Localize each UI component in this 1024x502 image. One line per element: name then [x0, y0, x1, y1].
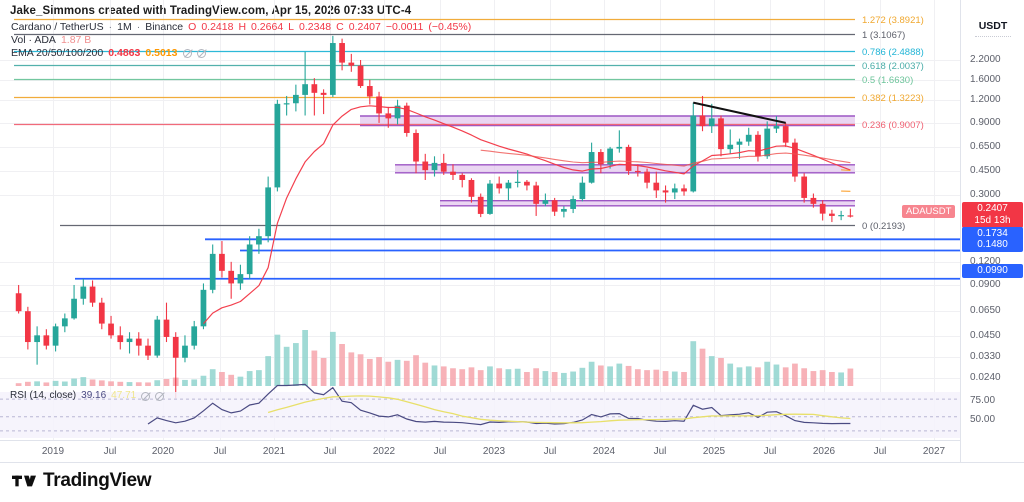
chart-plot-area[interactable]: 1.272 (3.8921) 1 (3.1067) 0.786 (2.4888) 0.…	[0, 0, 960, 440]
fib-level-label: 0.618 (2.0037)	[862, 61, 924, 72]
legend-volume-label: Vol · ADA	[11, 34, 56, 46]
time-axis-tick: Jul	[873, 446, 887, 457]
chart-canvas[interactable]: 1.272 (3.8921) 1 (3.1067) 0.786 (2.4888) 0.…	[0, 0, 960, 440]
legend-ema-label: EMA 20/50/100/200	[11, 47, 104, 59]
time-axis-tick: Jul	[543, 446, 557, 457]
time-axis-tick: 2022	[372, 446, 396, 457]
price-axis-tick: 0.3000	[970, 189, 1001, 200]
tradingview-wordmark: TradingView	[43, 470, 152, 491]
legend-ema-row[interactable]: EMA 20/50/100/200 0.4863 0.5013	[11, 47, 471, 60]
time-axis-tick: 2027	[922, 446, 946, 457]
current-price-value: 0.2407	[977, 203, 1008, 214]
time-axis-tick: Jul	[213, 446, 227, 457]
legend-ema-value-1: 0.4863	[108, 47, 141, 59]
fib-level-label: 0.382 (1.3223)	[862, 93, 924, 104]
time-axis-tick: Jul	[653, 446, 667, 457]
legend-low-label: L	[288, 21, 295, 33]
time-axis-tick: Jul	[323, 446, 337, 457]
legend-sep-1: ·	[108, 21, 113, 33]
level-price-badge[interactable]: 0.0990	[962, 264, 1023, 278]
legend-symbol-row[interactable]: Cardano / TetherUS · 1M · Binance O 0.241…	[11, 21, 471, 34]
time-axis-tick: Jul	[433, 446, 447, 457]
support-lines-group	[75, 238, 960, 280]
rsi-value: 39.16	[81, 390, 107, 401]
price-axis-tick: 0.0450	[970, 330, 1001, 341]
price-axis-tick: 0.4500	[970, 165, 1001, 176]
fib-level-label: 1 (3.1067)	[862, 30, 905, 41]
legend-high-label: H	[238, 21, 247, 33]
price-axis-tick: 0.9000	[970, 117, 1001, 128]
legend-open-value: 0.2418	[201, 21, 234, 33]
price-axis-divider	[975, 36, 1011, 37]
chart-legend: Cardano / TetherUS · 1M · Binance O 0.241…	[11, 21, 471, 60]
price-axis[interactable]: USDT 2.2000 1.6000 1.2000 0.9000 0.6500 0.450…	[960, 0, 1024, 462]
current-price-badge[interactable]: 0.2407 15d 13h	[962, 202, 1023, 228]
hide-indicator-icon[interactable]	[182, 49, 192, 58]
legend-symbol: Cardano / TetherUS	[11, 21, 104, 33]
bar-countdown: 15d 13h	[974, 215, 1011, 226]
tradingview-logo-icon	[12, 475, 36, 487]
fib-level-label: 1.272 (3.8921)	[862, 15, 924, 26]
time-axis-tick: 2020	[151, 446, 175, 457]
price-axis-tick: 0.0900	[970, 279, 1001, 290]
level-price-badge[interactable]: 0.1480	[962, 238, 1023, 252]
legend-high-value: 0.2664	[251, 21, 284, 33]
legend-low-value: 0.2348	[299, 21, 332, 33]
fib-level-label: 0.786 (2.4888)	[862, 47, 924, 58]
price-axis-tick: 0.1200	[970, 256, 1001, 267]
price-axis-tick: 0.0330	[970, 351, 1001, 362]
tradingview-footer: TradingView	[12, 470, 152, 492]
time-axis[interactable]: 2019 Jul 2020 Jul 2021 Jul 2022 Jul 2023 Jul 2024 J…	[0, 440, 960, 462]
axis-bottom-rule	[0, 462, 1024, 463]
legend-volume-row[interactable]: Vol · ADA 1.87 B	[11, 34, 471, 47]
volume-bars-group	[15, 330, 854, 386]
rsi-legend[interactable]: RSI (14, close) 39.16 47.71	[10, 390, 165, 402]
hide-rsi-icon[interactable]	[141, 391, 151, 401]
price-axis-tick: 1.6000	[970, 74, 1001, 85]
time-axis-tick: 2023	[482, 446, 506, 457]
rsi-ma-value: 47.71	[111, 390, 137, 401]
price-axis-tick: 50.00	[970, 414, 996, 425]
legend-sep-2: ·	[136, 21, 141, 33]
legend-change: −0.0011	[385, 21, 424, 33]
hide-indicator-icon-2[interactable]	[196, 49, 206, 58]
price-axis-tick: 0.0650	[970, 305, 1001, 316]
legend-ema-value-2: 0.5013	[145, 47, 178, 59]
legend-exchange: Binance	[145, 21, 184, 33]
ema-lines-group	[203, 105, 851, 324]
legend-interval: 1M	[117, 21, 132, 33]
time-axis-tick: 2026	[812, 446, 836, 457]
fib-level-label: 0 (0.2193)	[862, 221, 905, 232]
price-axis-tick: 2.2000	[970, 54, 1001, 65]
trendline-group	[693, 101, 786, 124]
legend-volume-value: 1.87 B	[60, 34, 92, 46]
price-axis-tick: 1.2000	[970, 94, 1001, 105]
price-axis-tick: 0.6500	[970, 141, 1001, 152]
legend-close-label: C	[336, 21, 344, 33]
level-price-badge[interactable]: 0.1734	[962, 227, 1023, 241]
time-axis-tick: 2019	[41, 446, 65, 457]
time-axis-tick: Jul	[763, 446, 777, 457]
legend-change-percent: (−0.45%)	[428, 21, 472, 33]
time-axis-tick: Jul	[103, 446, 117, 457]
legend-close-value: 0.2407	[348, 21, 381, 33]
fib-level-label: 0.236 (0.9007)	[862, 120, 924, 131]
hide-rsi-icon-2[interactable]	[155, 391, 165, 401]
fibonacci-levels-group: 1.272 (3.8921) 1 (3.1067) 0.786 (2.4888) 0.…	[14, 15, 924, 232]
candlesticks-group	[15, 35, 854, 399]
time-axis-tick: 2025	[702, 446, 726, 457]
time-axis-tick: 2024	[592, 446, 616, 457]
rsi-name: RSI (14, close)	[10, 390, 77, 401]
legend-open-label: O	[188, 21, 197, 33]
price-axis-tick: 75.00	[970, 395, 996, 406]
symbol-price-tag: ADAUSDT	[902, 205, 956, 218]
price-axis-unit: USDT	[978, 20, 1008, 32]
fib-level-label: 0.5 (1.6630)	[862, 75, 913, 86]
price-axis-tick: 0.0240	[970, 372, 1001, 383]
time-axis-tick: 2021	[262, 446, 286, 457]
